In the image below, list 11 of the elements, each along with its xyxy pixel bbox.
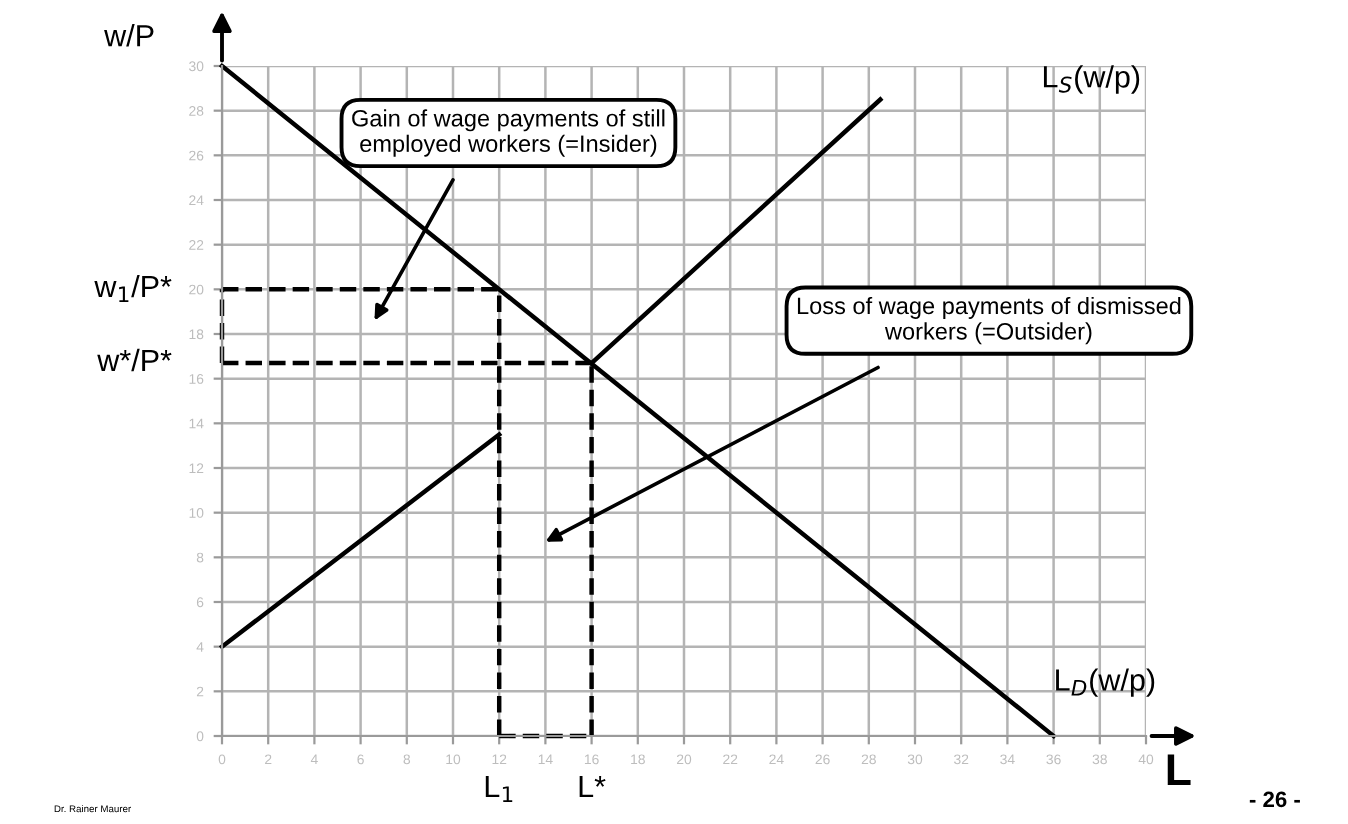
annotation: L* — [579, 776, 606, 798]
annotation: w*/P* — [97, 348, 172, 372]
annotation: L$_{1}$ — [485, 775, 513, 802]
text: L$_{S}$(w/p) — [1043, 65, 1140, 94]
series-label: L$_{D}$(w/p) — [1056, 668, 1155, 697]
text: - 26 - — [1249, 791, 1300, 808]
y-axis-title: w/P — [104, 24, 154, 47]
annotation: w$_{1}$/P* — [94, 274, 172, 303]
annotation: Gain of wage payments of still employed workers (=Insider) — [352, 109, 665, 157]
x-axis-title: L — [1167, 754, 1191, 785]
annotation: Loss of wage payments of dismissed workers (=Outsider) — [797, 296, 1181, 345]
